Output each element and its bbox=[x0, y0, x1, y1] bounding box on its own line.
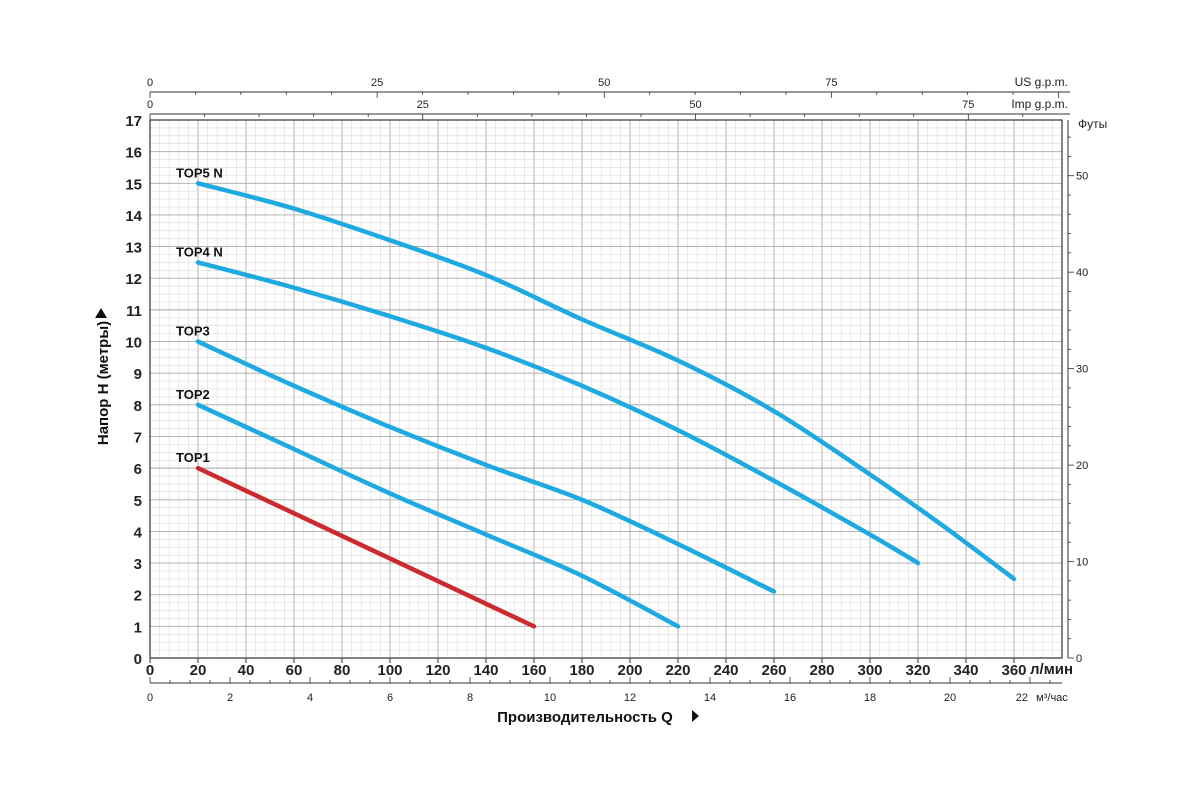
series-label-top3: TOP3 bbox=[176, 324, 210, 339]
feet-tick-label: 10 bbox=[1076, 557, 1088, 569]
x2-unit-label: м³/час bbox=[1036, 692, 1068, 704]
y-tick-label: 8 bbox=[134, 398, 142, 415]
y-tick-label: 7 bbox=[134, 429, 142, 446]
feet-tick-label: 40 bbox=[1076, 267, 1088, 279]
y-tick-label: 10 bbox=[125, 335, 142, 352]
y-tick-label: 9 bbox=[134, 366, 142, 383]
x-tick-label: 280 bbox=[809, 662, 834, 679]
chart-grid bbox=[149, 119, 1063, 659]
feet-tick-label: 0 bbox=[1076, 653, 1082, 665]
imp-gpm-tick-label: 75 bbox=[962, 99, 974, 111]
m3h-tick-label: 6 bbox=[387, 692, 393, 704]
x-tick-label: 340 bbox=[953, 662, 978, 679]
imp-gpm-tick-label: 25 bbox=[417, 99, 429, 111]
y-tick-label: 15 bbox=[125, 176, 142, 193]
m3h-tick-label: 8 bbox=[467, 692, 473, 704]
x-tick-label: 120 bbox=[425, 662, 450, 679]
y-axis-title: Напор H (метры) bbox=[95, 321, 112, 445]
x-axis-title: Производительность Q bbox=[497, 709, 673, 726]
series-label-top5-n: TOP5 N bbox=[176, 165, 223, 180]
x-tick-label: 300 bbox=[857, 662, 882, 679]
us-gpm-tick-label: 0 bbox=[147, 77, 153, 89]
m3h-tick-label: 12 bbox=[624, 692, 636, 704]
feet-unit-label: Футы bbox=[1078, 117, 1107, 131]
us-gpm-tick-label: 75 bbox=[825, 77, 837, 89]
y-tick-label: 4 bbox=[134, 524, 143, 541]
x-tick-label: 240 bbox=[713, 662, 738, 679]
m3h-tick-label: 2 bbox=[227, 692, 233, 704]
series-label-top1: TOP1 bbox=[176, 450, 210, 465]
x-tick-label: 200 bbox=[617, 662, 642, 679]
y-tick-label: 5 bbox=[134, 493, 142, 510]
y-tick-label: 13 bbox=[125, 240, 142, 257]
series-line-top3 bbox=[195, 339, 777, 594]
x-tick-label: 0 bbox=[146, 662, 154, 679]
y-tick-label: 1 bbox=[134, 619, 142, 636]
x-unit-label: л/мин bbox=[1030, 661, 1073, 678]
y-axis-arrow-icon bbox=[95, 308, 107, 318]
us-gpm-tick-label: 50 bbox=[598, 77, 610, 89]
series-label-top2: TOP2 bbox=[176, 387, 210, 402]
x-tick-label: 140 bbox=[473, 662, 498, 679]
y-tick-label: 6 bbox=[134, 461, 142, 478]
x-tick-label: 80 bbox=[334, 662, 351, 679]
y-tick-label: 16 bbox=[125, 145, 142, 162]
imp-gpm-unit-label: Imp g.p.m. bbox=[1011, 97, 1068, 111]
x-tick-label: 260 bbox=[761, 662, 786, 679]
m3h-tick-label: 18 bbox=[864, 692, 876, 704]
y-tick-label: 14 bbox=[125, 208, 142, 225]
series-line-top4-n bbox=[195, 260, 921, 566]
m3h-tick-label: 16 bbox=[784, 692, 796, 704]
y-tick-label: 17 bbox=[125, 113, 142, 130]
x-tick-label: 160 bbox=[521, 662, 546, 679]
series-group bbox=[195, 181, 1017, 629]
x-tick-label: 60 bbox=[286, 662, 303, 679]
y-tick-label: 3 bbox=[134, 556, 142, 573]
series-line-top1 bbox=[195, 465, 537, 629]
series-line-top2 bbox=[195, 402, 681, 629]
y-tick-label: 12 bbox=[125, 271, 142, 288]
m3h-tick-label: 4 bbox=[307, 692, 313, 704]
series-label-top4-n: TOP4 N bbox=[176, 244, 223, 259]
feet-tick-label: 30 bbox=[1076, 364, 1088, 376]
x-tick-label: 180 bbox=[569, 662, 594, 679]
m3h-tick-label: 20 bbox=[944, 692, 956, 704]
m3h-tick-label: 14 bbox=[704, 692, 716, 704]
m3h-tick-label: 22 bbox=[1016, 692, 1028, 704]
top-scale-lines: 0 25 50 75 0 25 50 75 bbox=[147, 77, 1070, 120]
series-labels: TOP1 TOP2 TOP3 TOP4 N TOP5 N bbox=[176, 165, 223, 465]
x-tick-label: 20 bbox=[190, 662, 207, 679]
feet-tick-label: 50 bbox=[1076, 171, 1088, 183]
series-line-top5-n bbox=[195, 181, 1017, 582]
imp-gpm-tick-label: 50 bbox=[689, 99, 701, 111]
y-tick-label: 11 bbox=[126, 303, 142, 320]
x-tick-label: 360 bbox=[1001, 662, 1026, 679]
x-tick-label: 220 bbox=[665, 662, 690, 679]
imp-gpm-tick-label: 0 bbox=[147, 99, 153, 111]
y-tick-label: 0 bbox=[134, 651, 142, 668]
x-tick-label: 40 bbox=[238, 662, 255, 679]
plot-frame bbox=[149, 119, 1063, 659]
us-gpm-unit-label: US g.p.m. bbox=[1015, 75, 1068, 89]
x-axis-arrow-icon bbox=[692, 710, 699, 722]
m3h-tick-label: 0 bbox=[147, 692, 153, 704]
m3h-tick-label: 10 bbox=[544, 692, 556, 704]
feet-tick-label: 20 bbox=[1076, 460, 1088, 472]
x-tick-label: 100 bbox=[377, 662, 402, 679]
y-tick-label: 2 bbox=[134, 588, 142, 605]
x-tick-label: 320 bbox=[905, 662, 930, 679]
us-gpm-tick-label: 25 bbox=[371, 77, 383, 89]
